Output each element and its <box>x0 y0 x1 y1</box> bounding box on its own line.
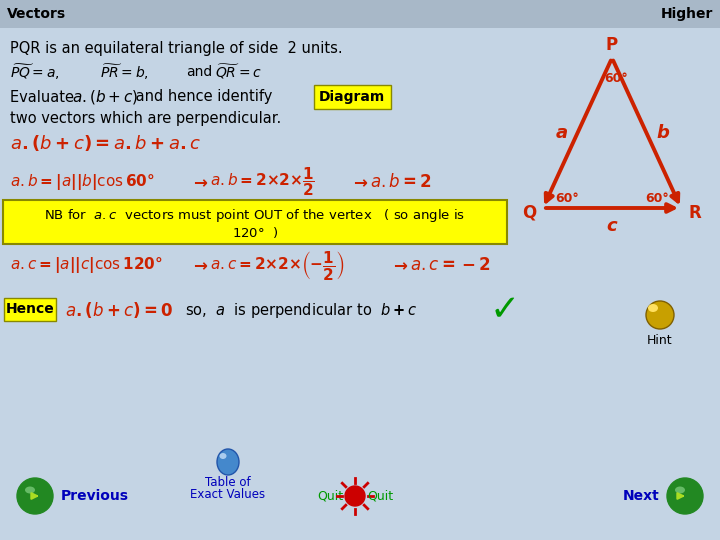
Text: Exact Values: Exact Values <box>190 488 266 501</box>
Text: R: R <box>688 204 701 222</box>
Ellipse shape <box>25 487 35 494</box>
Bar <box>0 0 720 28</box>
Circle shape <box>345 486 365 506</box>
Text: $\mathbf{\mathit{a.b}=|\mathit{a}||\mathit{b}|\cos60°}$: $\mathbf{\mathit{a.b}=|\mathit{a}||\math… <box>10 172 155 192</box>
Text: Higher: Higher <box>661 7 713 21</box>
Text: PQR is an equilateral triangle of side  2 units.: PQR is an equilateral triangle of side 2… <box>10 40 343 56</box>
Ellipse shape <box>220 453 227 459</box>
Text: b: b <box>656 124 669 142</box>
Text: Quit: Quit <box>317 489 343 503</box>
Text: $\widetilde{QR}=c$: $\widetilde{QR}=c$ <box>215 63 262 81</box>
Ellipse shape <box>646 301 674 329</box>
Text: $\mathbf{\mathit{a}.(\mathit{b}+\mathit{c})=0}$: $\mathbf{\mathit{a}.(\mathit{b}+\mathit{… <box>65 300 174 320</box>
Text: Diagram: Diagram <box>319 90 385 104</box>
Text: and: and <box>186 65 212 79</box>
Text: 60°: 60° <box>555 192 579 205</box>
Text: Quit: Quit <box>367 489 393 503</box>
Text: $\mathbf{\mathit{a.b}=2{\times}2{\times}\dfrac{1}{2}}$: $\mathbf{\mathit{a.b}=2{\times}2{\times}… <box>210 166 315 198</box>
Text: $\mathbf{\rightarrow}$: $\mathbf{\rightarrow}$ <box>190 173 208 191</box>
Circle shape <box>667 478 703 514</box>
Ellipse shape <box>648 304 658 312</box>
Text: $\mathbf{\rightarrow}$: $\mathbf{\rightarrow}$ <box>390 256 408 274</box>
Text: Previous: Previous <box>61 489 129 503</box>
Text: $120°$  ): $120°$ ) <box>232 225 278 240</box>
Text: $\mathbf{\rightarrow}$: $\mathbf{\rightarrow}$ <box>350 173 369 191</box>
Text: Vectors: Vectors <box>7 7 66 21</box>
Text: ✓: ✓ <box>490 293 521 327</box>
Text: $\widetilde{PR}=b,$: $\widetilde{PR}=b,$ <box>100 62 149 82</box>
Ellipse shape <box>217 449 239 475</box>
Text: $\mathbf{\mathit{a.b}=2}$: $\mathbf{\mathit{a.b}=2}$ <box>370 173 432 191</box>
Text: 60°: 60° <box>604 71 628 84</box>
Text: NB for  $\mathbf{\mathit{a.c}}$  vectors must point OUT of the vertex   ( so ang: NB for $\mathbf{\mathit{a.c}}$ vectors m… <box>45 206 466 224</box>
FancyBboxPatch shape <box>3 200 507 244</box>
Text: $\mathbf{\rightarrow}$: $\mathbf{\rightarrow}$ <box>190 256 208 274</box>
Text: a: a <box>555 124 567 142</box>
Ellipse shape <box>675 487 685 494</box>
Text: P: P <box>606 36 618 54</box>
Circle shape <box>17 478 53 514</box>
Text: Next: Next <box>622 489 659 503</box>
FancyBboxPatch shape <box>4 298 56 321</box>
Text: $\mathit{a}.(\mathit{b}+\mathit{c})$: $\mathit{a}.(\mathit{b}+\mathit{c})$ <box>72 88 138 106</box>
Text: $\mathbf{\mathit{a.c}=|\mathit{a}||\mathit{c}|\cos120°}$: $\mathbf{\mathit{a.c}=|\mathit{a}||\math… <box>10 255 163 275</box>
Text: Table of: Table of <box>205 476 251 489</box>
Text: so,  $\mathbf{\mathit{a}}$  is perpendicular to  $\mathbf{\mathit{b}+\mathit{c}}: so, $\mathbf{\mathit{a}}$ is perpendicul… <box>185 300 418 320</box>
Text: $\mathbf{\mathit{a}.(\mathit{b}+\mathit{c})=\mathit{a}.\mathit{b}+\mathit{a}.\ma: $\mathbf{\mathit{a}.(\mathit{b}+\mathit{… <box>10 133 202 153</box>
Text: two vectors which are perpendicular.: two vectors which are perpendicular. <box>10 111 282 125</box>
Text: Hint: Hint <box>647 334 672 347</box>
Text: c: c <box>607 217 617 235</box>
Text: Q: Q <box>522 204 536 222</box>
Text: 60°: 60° <box>645 192 669 205</box>
FancyBboxPatch shape <box>314 85 391 109</box>
Text: $\mathbf{\mathit{a.c}=-2}$: $\mathbf{\mathit{a.c}=-2}$ <box>410 256 491 274</box>
Text: $\widetilde{PQ}=a,$: $\widetilde{PQ}=a,$ <box>10 62 60 82</box>
Text: and hence identify: and hence identify <box>131 90 272 105</box>
Text: $\mathbf{\mathit{a.c}=2{\times}2{\times}\left(-\dfrac{1}{2}\right)}$: $\mathbf{\mathit{a.c}=2{\times}2{\times}… <box>210 248 344 281</box>
Text: Hence: Hence <box>6 302 55 316</box>
Text: Evaluate: Evaluate <box>10 90 84 105</box>
